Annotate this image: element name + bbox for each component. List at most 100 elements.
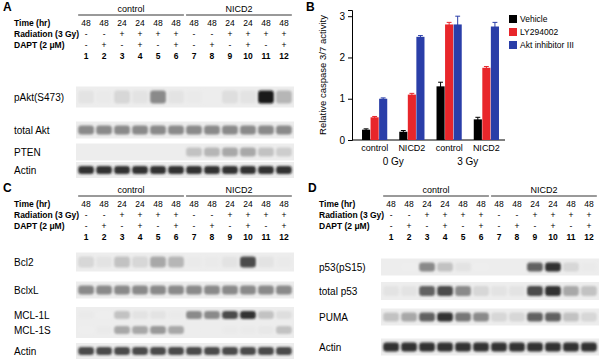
header-value: 24: [243, 199, 253, 209]
band: [150, 347, 166, 355]
header-value: 48: [207, 18, 217, 28]
band: [419, 263, 435, 272]
bar: [474, 119, 482, 140]
lane-number: 12: [279, 51, 289, 61]
band: [240, 286, 256, 295]
band: [240, 91, 256, 104]
band: [581, 263, 597, 272]
band: [168, 311, 184, 319]
band: [563, 343, 579, 352]
band: [204, 257, 220, 268]
band: [509, 286, 525, 296]
band: [527, 313, 543, 322]
header-value: 24: [135, 18, 145, 28]
series: [379, 16, 499, 140]
band: [96, 286, 112, 295]
blot-strip: [381, 259, 599, 276]
band: [437, 286, 453, 296]
x-axis: controlNICD2controlNICD2: [352, 140, 505, 153]
header-value: 24: [135, 199, 145, 209]
band: [473, 313, 489, 322]
panel-label: C: [3, 181, 12, 195]
band: [222, 126, 238, 135]
error-stem: [449, 22, 450, 26]
header-value: 24: [548, 199, 558, 209]
header-value: +: [550, 221, 555, 231]
header-value: -: [229, 40, 232, 50]
band: [258, 311, 274, 319]
band: [114, 286, 130, 295]
row-label: total p53: [319, 286, 358, 297]
header-value: -: [121, 221, 124, 231]
lane-number: 12: [279, 232, 289, 242]
band: [168, 326, 184, 334]
header-value: 48: [386, 199, 396, 209]
header-value: +: [138, 29, 143, 39]
band: [258, 257, 274, 268]
band: [401, 313, 417, 322]
blot-strip: [76, 282, 294, 299]
band: [276, 91, 292, 104]
header-value: +: [425, 210, 430, 220]
band: [114, 91, 130, 104]
band: [563, 263, 579, 272]
header-value: +: [263, 210, 268, 220]
band: [473, 343, 489, 352]
band: [258, 126, 274, 135]
bands: [383, 313, 597, 322]
band: [150, 257, 166, 268]
header-value: +: [586, 210, 591, 220]
band: [276, 347, 292, 355]
band: [491, 286, 507, 296]
y-tick-mark: [348, 99, 352, 100]
band: [78, 148, 94, 157]
header-value: +: [227, 29, 232, 39]
row-label: pAkt(S473): [14, 92, 64, 103]
header-value: -: [390, 210, 393, 220]
header-value: 48: [189, 18, 199, 28]
header-value: +: [443, 221, 448, 231]
band: [419, 313, 435, 322]
band: [258, 91, 274, 104]
header-value: 24: [117, 199, 127, 209]
error-bar: [438, 82, 443, 90]
band: [150, 148, 166, 157]
panel-label: B: [306, 0, 315, 14]
error-cap: [484, 66, 489, 67]
header-value: 24: [225, 18, 235, 28]
lane-number: 3: [120, 232, 125, 242]
x-tick-label: control: [361, 143, 388, 153]
bar: [371, 117, 379, 140]
row-label: Actin: [319, 342, 341, 353]
y-tick: 1: [339, 93, 352, 104]
y-tick-mark: [348, 16, 352, 17]
x-tick-label: control: [436, 143, 463, 153]
band: [419, 343, 435, 352]
row-label: PTEN: [14, 147, 41, 158]
header-value: +: [138, 210, 143, 220]
legend-label: Vehicle: [520, 14, 548, 24]
group-label: 0 Gy: [383, 156, 404, 167]
band: [168, 286, 184, 295]
band: [78, 326, 94, 334]
error-bar: [418, 36, 423, 38]
lane-number: 1: [84, 51, 89, 61]
legend-label: Akt inhibitor III: [520, 40, 574, 50]
header-value: +: [532, 210, 537, 220]
row-label: BclxL: [14, 285, 39, 296]
blot-strip: [381, 339, 599, 356]
row-label: Bcl2: [14, 257, 34, 268]
header-label: DAPT (2 μM): [14, 221, 65, 231]
error-cap: [409, 93, 414, 94]
band: [455, 343, 471, 352]
header-value: +: [102, 221, 107, 231]
header-value: -: [85, 221, 88, 231]
header-value: 48: [207, 199, 217, 209]
band: [222, 286, 238, 295]
band: [437, 263, 453, 272]
band: [581, 343, 597, 352]
group-line: [78, 15, 184, 16]
bar: [445, 24, 453, 140]
header-value: 48: [566, 199, 576, 209]
band: [150, 91, 166, 104]
